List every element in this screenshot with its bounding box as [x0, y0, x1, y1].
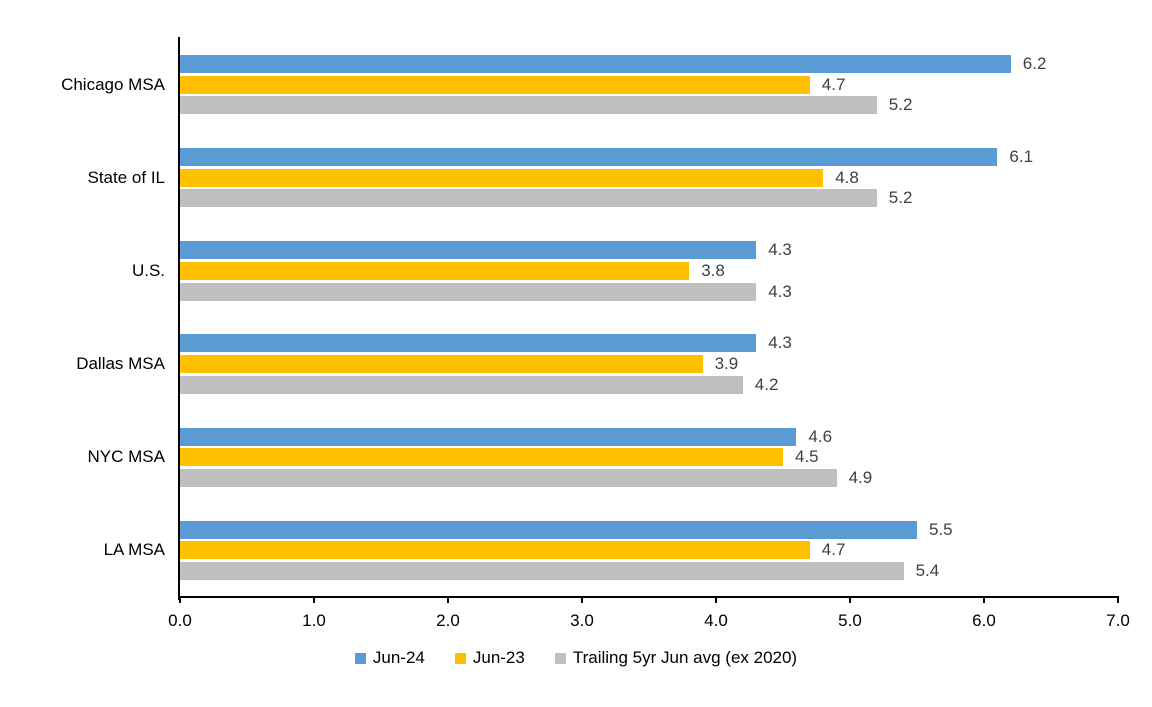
- x-axis-tick: [849, 598, 851, 603]
- x-axis-tick-label: 6.0: [972, 611, 996, 630]
- data-label: 5.4: [915, 561, 940, 581]
- legend-label: Jun-23: [472, 648, 525, 667]
- data-label: 6.2: [1022, 53, 1047, 73]
- legend-item-trailing-5yr-jun-avg-ex-2020-: Trailing 5yr Jun avg (ex 2020): [554, 648, 798, 668]
- data-label: 3.9: [714, 354, 739, 374]
- data-label: 4.9: [848, 467, 873, 487]
- category-label: State of IL: [87, 167, 166, 187]
- category-label: Chicago MSA: [61, 74, 165, 94]
- legend-label: Trailing 5yr Jun avg (ex 2020): [572, 648, 798, 667]
- category-label: LA MSA: [103, 540, 165, 560]
- bar-jun-24: [180, 148, 998, 167]
- bar-jun-23: [180, 75, 810, 94]
- data-label: 4.7: [821, 74, 846, 94]
- data-label: 6.1: [1009, 147, 1034, 167]
- bar-jun-24: [180, 241, 757, 260]
- chart-legend: Jun-24 Jun-23 Trailing 5yr Jun avg (ex 202…: [0, 648, 1152, 668]
- x-axis-tick-label: 7.0: [1106, 611, 1130, 630]
- data-label: 5.2: [888, 95, 913, 115]
- bar-jun-23: [180, 261, 690, 280]
- bar-jun-24: [180, 520, 917, 539]
- bar-trailing-5yr-jun-avg-ex-2020-: [180, 96, 877, 115]
- bar-jun-23: [180, 168, 824, 187]
- bar-trailing-5yr-jun-avg-ex-2020-: [180, 468, 837, 487]
- data-label: 4.2: [754, 374, 779, 394]
- bar-trailing-5yr-jun-avg-ex-2020-: [180, 189, 877, 208]
- x-axis-tick: [983, 598, 985, 603]
- category-label: NYC MSA: [87, 447, 165, 467]
- x-axis-tick-label: 1.0: [302, 611, 326, 630]
- x-axis-tick: [447, 598, 449, 603]
- data-label: 4.7: [821, 540, 846, 560]
- x-axis-tick: [313, 598, 315, 603]
- bar-jun-23: [180, 541, 810, 560]
- bar-jun-24: [180, 427, 797, 446]
- bar-jun-24: [180, 54, 1011, 73]
- bar-trailing-5yr-jun-avg-ex-2020-: [180, 282, 757, 301]
- x-axis-tick: [581, 598, 583, 603]
- x-axis-tick: [715, 598, 717, 603]
- legend-swatch-icon: [554, 652, 566, 664]
- x-axis-tick-label: 2.0: [436, 611, 460, 630]
- legend-item-jun-23: Jun-23: [454, 648, 525, 668]
- x-axis-line: [178, 596, 1119, 598]
- x-axis-tick-label: 4.0: [704, 611, 728, 630]
- bar-trailing-5yr-jun-avg-ex-2020-: [180, 562, 904, 581]
- data-label: 4.8: [835, 167, 859, 187]
- legend-swatch-icon: [454, 652, 466, 664]
- bar-jun-23: [180, 448, 783, 467]
- data-label: 4.3: [768, 333, 792, 353]
- x-axis-tick: [1117, 598, 1119, 603]
- legend-label: Jun-24: [372, 648, 425, 667]
- data-label: 4.5: [795, 447, 819, 467]
- y-axis-line: [178, 37, 180, 600]
- x-axis-tick-label: 5.0: [838, 611, 862, 630]
- category-label: Dallas MSA: [76, 354, 165, 374]
- legend-item-jun-24: Jun-24: [354, 648, 425, 668]
- data-label: 4.3: [768, 281, 792, 301]
- data-label: 4.6: [808, 426, 833, 446]
- data-label: 5.5: [929, 519, 953, 539]
- x-axis-tick-label: 0.0: [168, 611, 192, 630]
- bar-jun-24: [180, 334, 757, 353]
- data-label: 4.3: [768, 240, 792, 260]
- bar-trailing-5yr-jun-avg-ex-2020-: [180, 375, 743, 394]
- x-axis-tick-label: 3.0: [570, 611, 594, 630]
- x-axis-tick: [179, 598, 181, 603]
- data-label: 5.2: [888, 188, 913, 208]
- category-label: U.S.: [131, 260, 165, 280]
- legend-swatch-icon: [354, 652, 366, 664]
- bar-jun-23: [180, 355, 703, 374]
- data-label: 3.8: [701, 260, 725, 280]
